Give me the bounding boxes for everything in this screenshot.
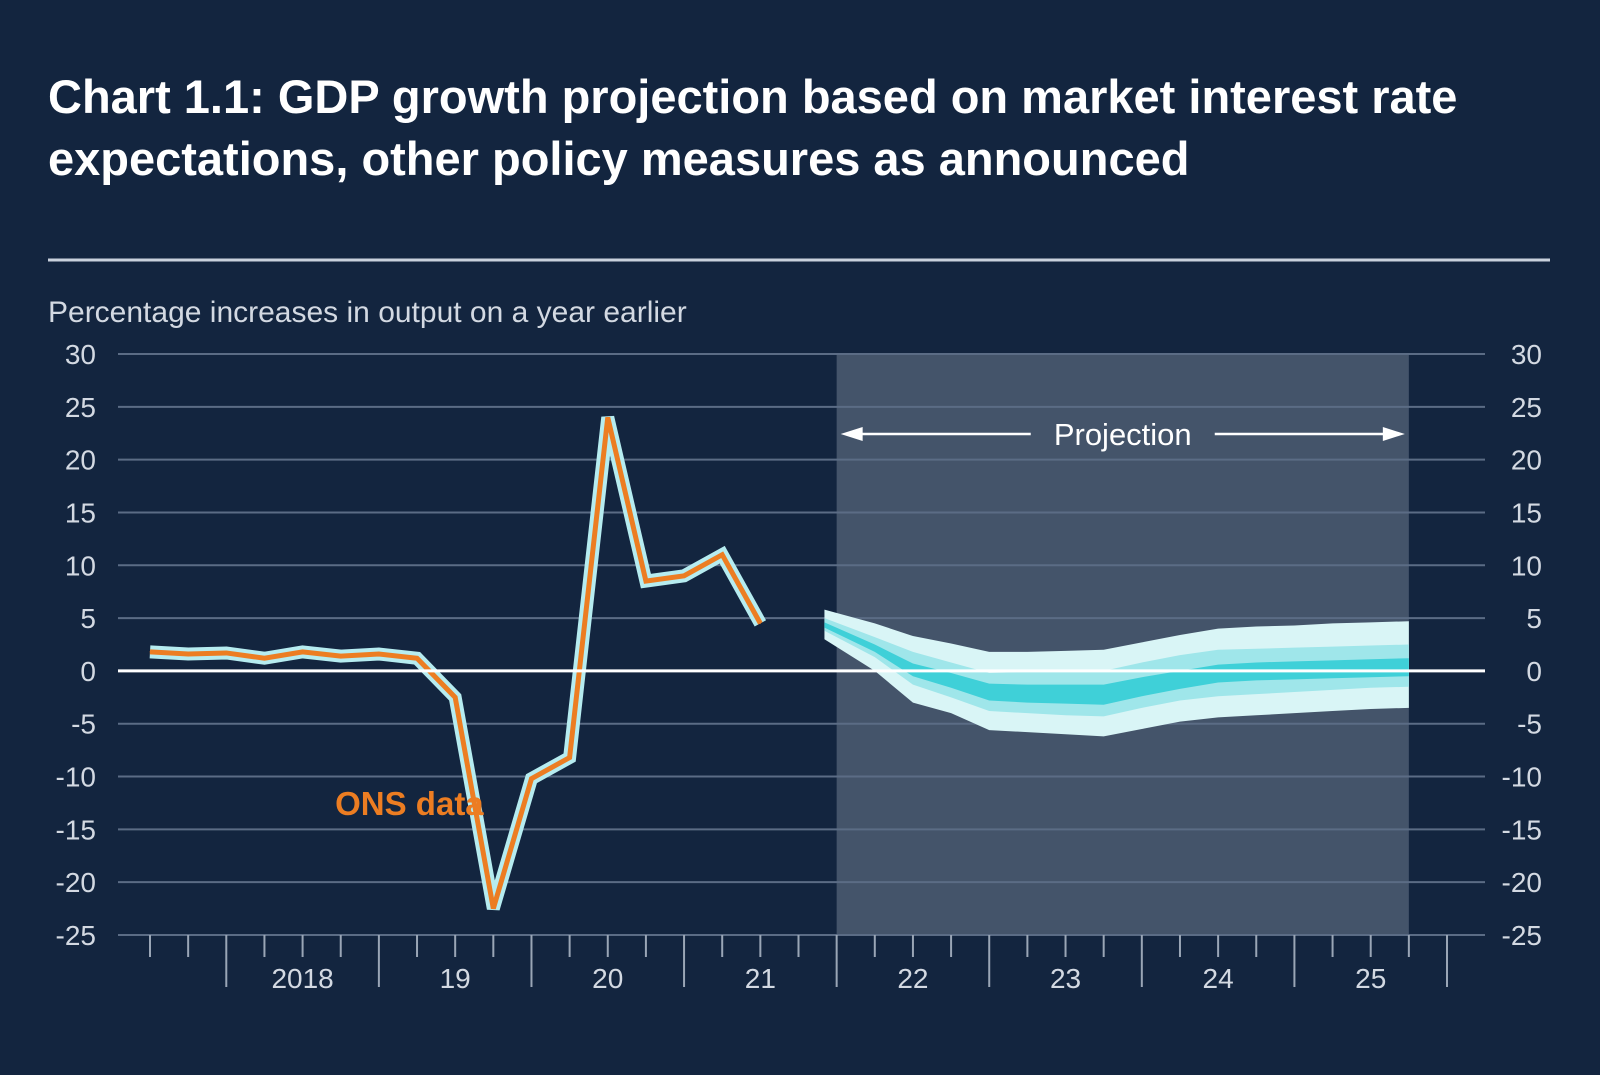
y-tick-label-left: 15 [65,497,96,528]
x-tick-label: 20 [592,963,623,994]
y-tick-label-left: -5 [71,709,96,740]
projection-marker: Projection [840,417,1405,452]
ons-point [302,651,304,653]
y-tick-label-right: 25 [1511,392,1542,423]
x-axis [118,934,1485,987]
ons-point [149,651,151,653]
x-tick-label: 2018 [271,963,333,994]
x-tick-label: 22 [897,963,928,994]
gridlines [118,353,1485,936]
ons-point [530,778,532,780]
ons-point [721,554,723,556]
x-tick-label: 21 [745,963,776,994]
y-tick-label-right: -25 [1502,920,1542,951]
ons-point [759,622,761,624]
x-tick-label: 24 [1203,963,1234,994]
y-axis-unit-label: Percentage increases in output on a year… [48,296,687,329]
y-tick-label-left: 0 [80,656,96,687]
ons-point [340,655,342,657]
ons-line-halo [149,415,767,911]
ons-data-annotation: ONS data [335,785,484,822]
ons-point [225,652,227,654]
ons-point [492,908,494,910]
projection-arrow-right-head [1382,427,1405,441]
y-tick-label-right: -20 [1502,867,1542,898]
y-tick-label-left: 20 [65,445,96,476]
y-tick-label-right: -5 [1517,709,1542,740]
ons-point [683,575,685,577]
y-tick-label-left: 25 [65,392,96,423]
ons-point [607,416,609,418]
y-tick-label-right: 10 [1511,550,1542,581]
fan-chart [824,609,1409,737]
tick-labels: 30 30 25 25 20 20 15 15 10 10 5 5 0 0 -5 -5 -10 -10 -15 -15… [56,339,1542,994]
ons-point [645,580,647,582]
ons-point [263,657,265,659]
y-tick-label-left: -20 [56,867,96,898]
y-tick-label-right: 0 [1526,656,1542,687]
y-tick-label-left: 30 [65,339,96,370]
ons-point [454,696,456,698]
y-tick-label-right: -10 [1502,762,1542,793]
ons-point [187,653,189,655]
x-tick-label: 25 [1355,963,1386,994]
ons-point [416,657,418,659]
ons-line [149,416,763,910]
ons-point [569,757,571,759]
y-tick-label-right: -15 [1502,814,1542,845]
y-tick-label-right: 30 [1511,339,1542,370]
fan-band-inner [824,622,1409,705]
annotations: ONS data [335,785,484,822]
y-tick-label-left: -15 [56,814,96,845]
ons-data-line [149,415,767,911]
y-tick-label-left: -25 [56,920,96,951]
ons-point [378,653,380,655]
x-tick-label: 19 [440,963,471,994]
y-tick-label-right: 5 [1526,603,1542,634]
projection-label: Projection [1054,417,1192,452]
y-tick-label-right: 20 [1511,445,1542,476]
y-tick-label-left: 10 [65,550,96,581]
chart-title: Chart 1.1: GDP growth projection based o… [48,70,1458,185]
y-tick-label-left: 5 [80,603,96,634]
y-tick-label-right: 15 [1511,497,1542,528]
projection-arrow-left-head [840,427,863,441]
x-tick-label: 23 [1050,963,1081,994]
y-tick-label-left: -10 [56,762,96,793]
